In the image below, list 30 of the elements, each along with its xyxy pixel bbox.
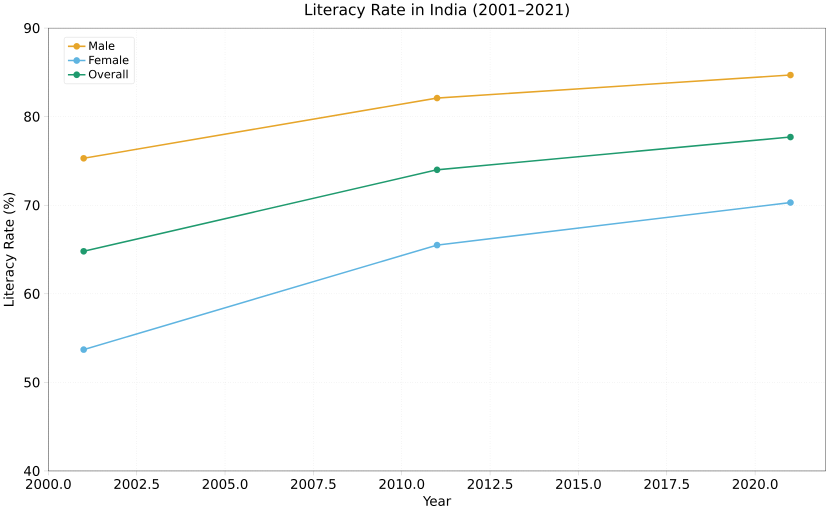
y-tick-label: 70 bbox=[24, 200, 40, 210]
x-tick-label: 2015.0 bbox=[556, 478, 601, 489]
x-tick-label: 2010.0 bbox=[379, 478, 424, 489]
point bbox=[434, 94, 440, 102]
x-tick-label: 2007.5 bbox=[291, 478, 336, 489]
x-tick-label: 2017.5 bbox=[644, 478, 689, 489]
y-tick-label: 60 bbox=[24, 288, 40, 299]
x-tick-label: 2002.5 bbox=[114, 478, 159, 489]
point bbox=[80, 346, 88, 353]
legend-label: Female bbox=[89, 55, 128, 64]
point bbox=[434, 242, 440, 248]
y-tick-label: 50 bbox=[24, 377, 40, 388]
point bbox=[80, 248, 88, 254]
x-tick-label: 2012.5 bbox=[468, 478, 512, 489]
point bbox=[80, 154, 88, 162]
chart-title: Literacy Rate in India (2001–2021) bbox=[305, 3, 569, 18]
legend-label: Overall bbox=[88, 69, 128, 78]
y-tick-label: 80 bbox=[24, 111, 40, 122]
legend-label: Male bbox=[89, 41, 114, 50]
y-tick-label: 90 bbox=[24, 22, 40, 33]
x-axis-title: Year bbox=[422, 496, 452, 506]
point bbox=[787, 133, 794, 140]
x-tick-label: 2005.0 bbox=[202, 478, 248, 489]
x-tick-label: 2020.0 bbox=[732, 478, 778, 489]
y-tick-label: 40 bbox=[24, 466, 40, 476]
x-tick-label: 2000.0 bbox=[26, 478, 71, 489]
point bbox=[434, 166, 440, 173]
point bbox=[787, 71, 794, 78]
point bbox=[787, 199, 794, 206]
y-axis-title: Literacy Rate (%) bbox=[3, 192, 16, 306]
